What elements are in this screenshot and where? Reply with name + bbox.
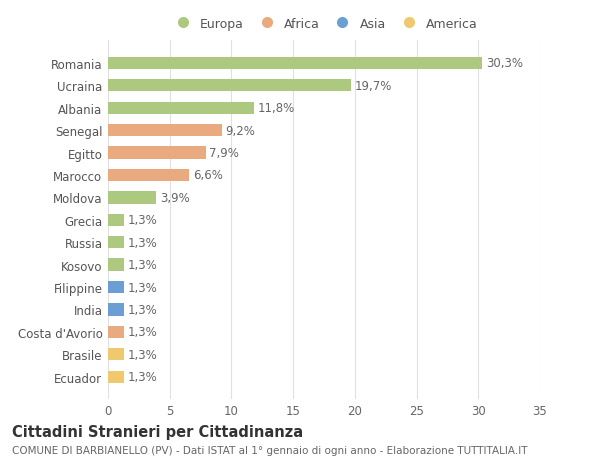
Text: 3,9%: 3,9% xyxy=(160,191,190,204)
Bar xyxy=(108,125,221,137)
Text: Cittadini Stranieri per Cittadinanza: Cittadini Stranieri per Cittadinanza xyxy=(12,425,303,440)
Text: 1,3%: 1,3% xyxy=(128,214,157,227)
Bar xyxy=(108,80,351,92)
Text: 1,3%: 1,3% xyxy=(128,236,157,249)
Bar xyxy=(108,348,124,361)
Bar xyxy=(108,57,482,70)
Bar xyxy=(108,304,124,316)
Bar xyxy=(108,371,124,383)
Bar xyxy=(108,169,190,182)
Text: 30,3%: 30,3% xyxy=(485,57,523,70)
Bar xyxy=(108,236,124,249)
Text: 1,3%: 1,3% xyxy=(128,370,157,383)
Text: 1,3%: 1,3% xyxy=(128,258,157,272)
Legend: Europa, Africa, Asia, America: Europa, Africa, Asia, America xyxy=(167,15,481,34)
Bar xyxy=(108,102,254,115)
Text: 7,9%: 7,9% xyxy=(209,147,239,160)
Bar xyxy=(108,281,124,294)
Bar xyxy=(108,147,206,159)
Text: COMUNE DI BARBIANELLO (PV) - Dati ISTAT al 1° gennaio di ogni anno - Elaborazion: COMUNE DI BARBIANELLO (PV) - Dati ISTAT … xyxy=(12,445,527,455)
Bar xyxy=(108,259,124,271)
Bar xyxy=(108,192,156,204)
Bar xyxy=(108,214,124,226)
Bar xyxy=(108,326,124,338)
Text: 1,3%: 1,3% xyxy=(128,326,157,339)
Text: 1,3%: 1,3% xyxy=(128,348,157,361)
Text: 19,7%: 19,7% xyxy=(355,79,392,93)
Text: 1,3%: 1,3% xyxy=(128,303,157,316)
Text: 9,2%: 9,2% xyxy=(225,124,255,137)
Text: 1,3%: 1,3% xyxy=(128,281,157,294)
Text: 6,6%: 6,6% xyxy=(193,169,223,182)
Text: 11,8%: 11,8% xyxy=(257,102,295,115)
